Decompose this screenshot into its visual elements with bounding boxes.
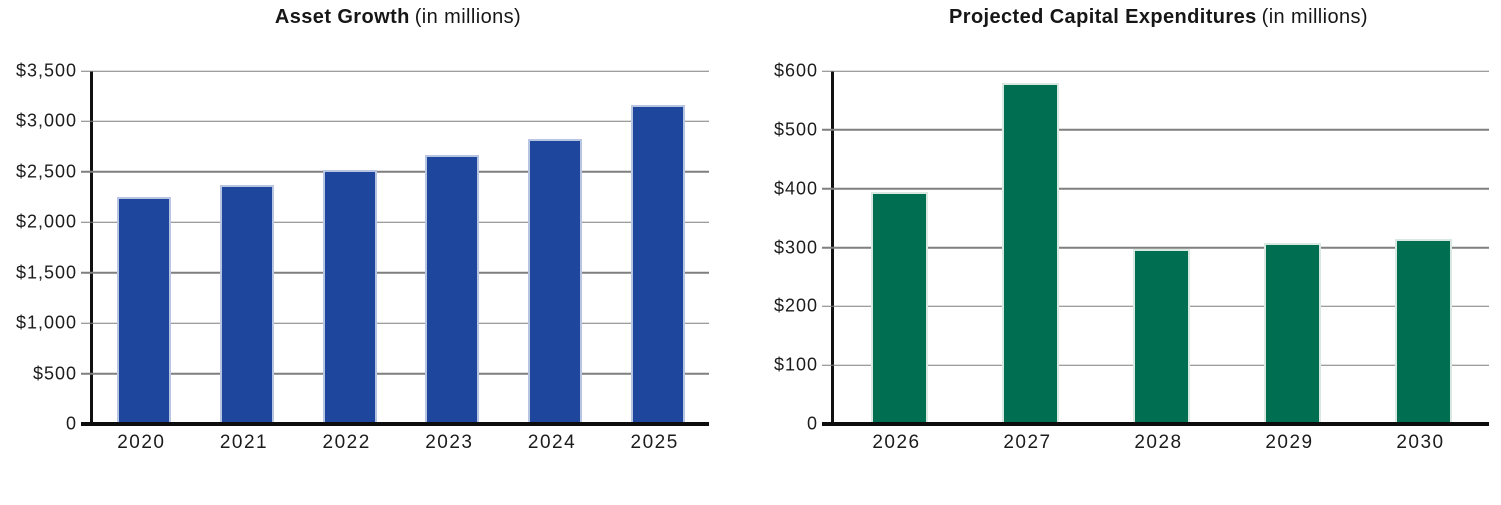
bar-slot — [834, 71, 965, 424]
y-tick-label: $200 — [773, 295, 818, 316]
y-axis-labels: 0 $100 $200 $300 $400 $500 $600 — [741, 61, 818, 434]
x-tick-label: 2023 — [425, 432, 474, 453]
gridlines — [81, 70, 709, 424]
y-tick-label: $300 — [773, 237, 818, 257]
y-tick-label: $500 — [32, 363, 77, 384]
gridline — [81, 322, 709, 324]
bar-slot — [1227, 71, 1358, 424]
plot-area — [81, 70, 709, 426]
gridline — [81, 120, 709, 123]
bar-2030 — [1395, 238, 1452, 424]
gridline — [822, 70, 1489, 72]
y-tick-label: $500 — [773, 119, 818, 140]
bar-2023 — [425, 154, 480, 424]
bar-2021 — [220, 184, 274, 424]
bar-slot — [1358, 71, 1489, 424]
bar-slot — [965, 71, 1096, 424]
x-tick-label: 2026 — [872, 432, 921, 453]
bar-slot — [401, 71, 504, 424]
bar-2022 — [322, 169, 377, 424]
bar-2020 — [117, 197, 172, 424]
chart-title: Projected Capital Expenditures (in millio… — [831, 6, 1486, 36]
chart-title-main: Asset Growth — [274, 6, 410, 28]
y-tick-label: $1,500 — [15, 262, 77, 283]
x-tick-label: 2028 — [1134, 432, 1183, 453]
y-tick-label: $1,000 — [15, 312, 77, 333]
x-tick-label: 2022 — [322, 432, 371, 453]
chart-title-note: (in millions) — [1261, 6, 1368, 28]
y-tick-label: 0 — [65, 413, 77, 434]
bar-2028 — [1133, 248, 1190, 424]
chart-title-note: (in millions) — [414, 6, 522, 28]
bar-slot — [93, 71, 196, 424]
gridline — [81, 171, 709, 173]
gridline — [81, 271, 709, 274]
gridline — [81, 221, 709, 224]
gridline — [822, 246, 1489, 249]
y-axis-labels: 0 $500 $1,000 $1,500 $2,000 $2,500 $3,000 $3,50… — [0, 61, 77, 434]
x-tick-label: 2030 — [1396, 432, 1445, 453]
x-axis-line — [822, 422, 1489, 426]
bar-slot — [196, 71, 299, 424]
x-tick-label: 2021 — [219, 432, 269, 453]
y-tick-label: $2,500 — [15, 161, 77, 182]
y-tick-label: $600 — [773, 60, 818, 81]
x-tick-label: 2027 — [1003, 432, 1052, 453]
bar-2027 — [1002, 82, 1059, 424]
bar-slot — [1096, 71, 1227, 424]
y-tick-label: $3,000 — [15, 110, 77, 131]
y-tick-label: $100 — [773, 354, 818, 375]
bars — [93, 71, 709, 424]
bars — [834, 71, 1489, 424]
chart-title-main: Projected Capital Expenditures — [949, 6, 1257, 28]
y-tick-label: $3,500 — [15, 60, 77, 81]
bar-2025 — [630, 105, 685, 424]
gridline — [822, 187, 1489, 190]
bar-slot — [504, 71, 607, 424]
x-tick-label: 2025 — [630, 432, 679, 453]
bar-2029 — [1264, 242, 1321, 424]
bar-slot — [606, 71, 709, 424]
x-axis-labels: 2020 2021 2022 2023 2024 2025 — [90, 432, 706, 456]
gridline — [81, 372, 709, 375]
gridline — [81, 70, 709, 72]
x-axis-labels: 2026 2027 2028 2029 2030 — [831, 432, 1486, 456]
bar-2026 — [871, 191, 928, 424]
gridline — [822, 129, 1489, 131]
x-tick-label: 2024 — [527, 432, 577, 453]
chart-title: Asset Growth (in millions) — [90, 6, 706, 36]
x-tick-label: 2029 — [1265, 432, 1314, 453]
x-axis-line — [81, 422, 709, 426]
y-tick-label: 0 — [806, 413, 818, 434]
bar-slot — [298, 71, 401, 424]
plot-area — [822, 70, 1489, 426]
bar-2024 — [528, 139, 582, 424]
x-tick-label: 2020 — [117, 432, 166, 453]
y-tick-label: $400 — [773, 178, 818, 199]
y-tick-label: $2,000 — [15, 211, 77, 232]
